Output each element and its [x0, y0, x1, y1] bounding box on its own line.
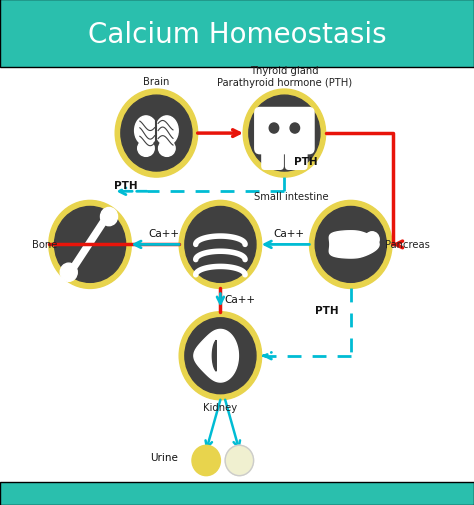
Circle shape: [121, 96, 192, 172]
Circle shape: [269, 124, 279, 134]
Circle shape: [55, 207, 126, 283]
Circle shape: [49, 201, 131, 289]
Circle shape: [179, 201, 262, 289]
Polygon shape: [212, 341, 216, 371]
Text: Brain: Brain: [143, 77, 170, 87]
Text: PTH: PTH: [315, 306, 339, 316]
Ellipse shape: [158, 141, 175, 157]
Text: Ca++: Ca++: [273, 228, 305, 238]
Text: Bone: Bone: [32, 240, 58, 250]
Circle shape: [192, 445, 220, 476]
Text: Small intestine: Small intestine: [254, 192, 328, 202]
Polygon shape: [194, 330, 238, 382]
Text: Pancreas: Pancreas: [385, 240, 430, 250]
Text: Thyroid gland
Parathyroid hormone (PTH): Thyroid gland Parathyroid hormone (PTH): [217, 66, 352, 88]
Circle shape: [365, 232, 379, 247]
Text: Urine: Urine: [150, 452, 178, 462]
Circle shape: [185, 207, 256, 283]
FancyBboxPatch shape: [261, 140, 284, 171]
Circle shape: [60, 264, 77, 282]
Circle shape: [100, 208, 118, 226]
Circle shape: [179, 312, 262, 400]
Ellipse shape: [135, 117, 157, 146]
Circle shape: [115, 90, 198, 178]
Text: Ca++: Ca++: [148, 228, 179, 238]
Text: Calcium Homeostasis: Calcium Homeostasis: [88, 21, 386, 49]
Circle shape: [310, 201, 392, 289]
Text: Ca++: Ca++: [225, 294, 256, 304]
Circle shape: [290, 124, 300, 134]
Circle shape: [243, 90, 326, 178]
Circle shape: [315, 207, 386, 283]
FancyBboxPatch shape: [0, 0, 474, 68]
FancyBboxPatch shape: [285, 140, 308, 171]
Circle shape: [185, 318, 256, 394]
Text: Kidney: Kidney: [203, 402, 237, 413]
Polygon shape: [329, 231, 379, 259]
Ellipse shape: [155, 117, 178, 146]
FancyBboxPatch shape: [254, 108, 315, 155]
Circle shape: [225, 445, 254, 476]
Ellipse shape: [137, 141, 154, 157]
Text: PTH: PTH: [294, 157, 318, 167]
Circle shape: [249, 96, 320, 172]
Text: PTH: PTH: [114, 180, 137, 190]
FancyBboxPatch shape: [0, 482, 474, 505]
